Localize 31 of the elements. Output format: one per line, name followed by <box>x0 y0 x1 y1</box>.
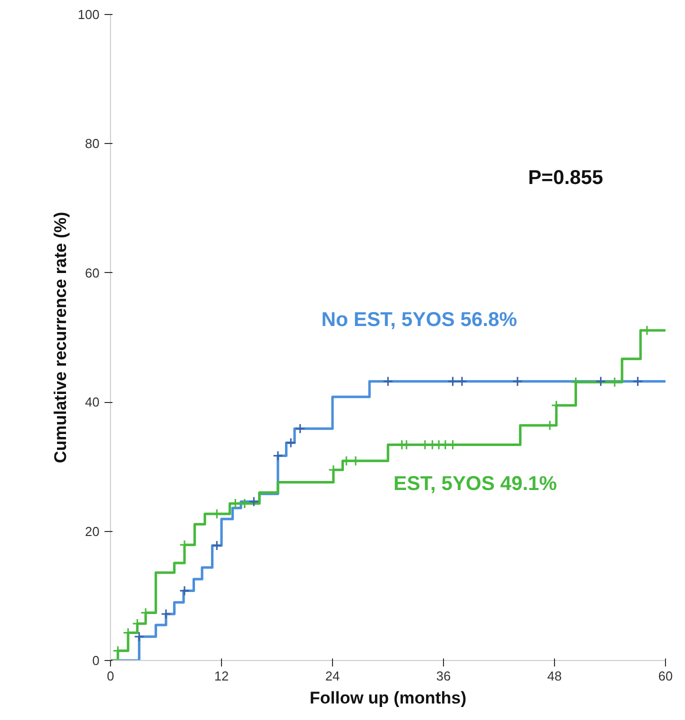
point <box>248 496 260 507</box>
point <box>272 450 284 461</box>
y-tick-label: 60 <box>85 265 100 280</box>
point <box>134 631 144 642</box>
x-tick-label: 60 <box>658 668 673 684</box>
x-tick-label: 0 <box>106 668 114 684</box>
x-tick-label: 36 <box>436 668 451 684</box>
point <box>456 376 468 387</box>
point <box>596 376 606 387</box>
y-tick-label: 100 <box>78 7 100 22</box>
y-tick-label: 40 <box>85 394 100 410</box>
series-label: EST, 5YOS 49.1% <box>394 473 558 496</box>
point <box>286 438 296 448</box>
point <box>632 376 643 387</box>
point <box>179 585 190 596</box>
point <box>448 376 458 387</box>
annotation: P=0.855 <box>528 166 604 189</box>
y-tick-label: 80 <box>85 136 100 152</box>
point <box>212 540 222 551</box>
point <box>382 376 394 387</box>
point <box>512 376 523 387</box>
x-tick-label: 24 <box>325 668 340 684</box>
x-tick-label: 12 <box>214 668 229 684</box>
point <box>160 608 172 620</box>
y-tick-label: 0 <box>92 653 100 668</box>
text: No EST, 5YOS 56.8% <box>321 309 518 332</box>
point <box>294 423 306 434</box>
x-axis-title: Follow up (months) <box>310 688 466 708</box>
y-tick-label: 20 <box>85 524 100 539</box>
x-tick-label: 48 <box>547 668 562 684</box>
y-axis-title: Cumulative recurrence rate (%) <box>50 212 70 464</box>
